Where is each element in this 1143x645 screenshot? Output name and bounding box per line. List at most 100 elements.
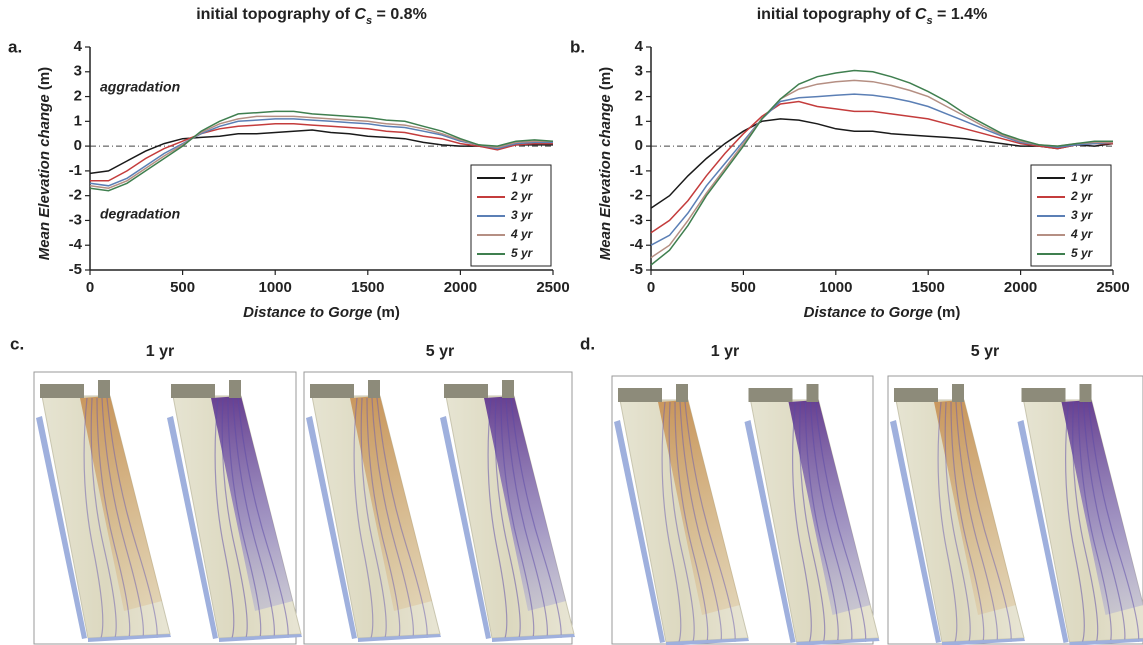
channel <box>227 397 262 639</box>
channel <box>360 397 387 639</box>
x-axis-label: Distance to Gorge (m) <box>804 304 961 321</box>
y-label-part: (m) <box>36 67 53 95</box>
gorge-wall <box>676 384 688 402</box>
base-edge <box>219 634 302 642</box>
series-line <box>90 123 553 182</box>
terrain-strip <box>36 380 171 642</box>
terrain-shadow <box>890 420 941 643</box>
sediment <box>350 396 432 611</box>
y-tick-label: 4 <box>74 38 83 55</box>
channel <box>937 401 958 643</box>
y-label-part: Mean Elevation change <box>597 94 614 260</box>
panel-caption: 5 yr <box>971 343 999 360</box>
base-edge <box>492 634 575 642</box>
y-tick-label: 4 <box>635 38 644 55</box>
gorge-wall <box>444 384 488 398</box>
sediment <box>211 396 293 611</box>
channel <box>371 397 414 639</box>
title-part: initial topography of <box>757 6 915 23</box>
x-tick-label: 500 <box>170 279 195 296</box>
gorge-wall <box>368 380 380 398</box>
base-edge <box>942 638 1025 645</box>
channel <box>237 397 289 639</box>
channel <box>799 401 826 643</box>
channel <box>944 401 971 643</box>
y-tick-label: -5 <box>630 261 643 278</box>
channel <box>366 397 401 639</box>
terrain-shadow <box>744 420 796 643</box>
title-part: C <box>354 6 366 23</box>
gorge-wall <box>229 380 241 398</box>
terrain-strip <box>614 384 749 645</box>
y-tick-label: 2 <box>74 88 82 105</box>
channel <box>809 401 853 643</box>
legend-label: 4 yr <box>510 227 534 241</box>
x-label-part: Distance to Gorge <box>804 304 933 321</box>
x-label-part: (m) <box>933 304 961 321</box>
title-part: s <box>366 15 372 27</box>
title-part: s <box>926 15 932 27</box>
terrain-strip <box>440 380 575 642</box>
channel <box>96 397 131 639</box>
channel <box>487 397 508 639</box>
x-tick-label: 1500 <box>351 279 384 296</box>
panel-label: a. <box>8 37 22 56</box>
x-tick-label: 1000 <box>259 279 292 296</box>
terrain-shadow <box>614 420 665 643</box>
gorge-wall <box>1021 388 1066 402</box>
terrain-strip <box>890 384 1025 645</box>
x-tick-label: 2500 <box>1096 279 1129 296</box>
y-tick-label: 1 <box>635 112 643 129</box>
x-axis-label: Distance to Gorge (m) <box>243 304 400 321</box>
terrain-strip <box>167 380 302 642</box>
base-edge <box>358 634 441 642</box>
terrain-strip <box>306 380 441 642</box>
channel <box>814 401 867 643</box>
legend-label: 3 yr <box>511 208 534 222</box>
channel <box>510 397 562 639</box>
gorge-wall <box>310 384 354 398</box>
channel <box>353 397 374 639</box>
sediment <box>788 400 871 615</box>
x-tick-label: 2000 <box>1004 279 1037 296</box>
chart-title: initial topography of Cs = 1.4% <box>757 6 988 27</box>
gorge-wall <box>748 388 793 402</box>
gorge-wall <box>40 384 84 398</box>
x-tick-label: 0 <box>647 279 655 296</box>
channel <box>668 401 695 643</box>
channel <box>960 401 1012 643</box>
channel <box>684 401 736 643</box>
y-tick-label: 0 <box>635 137 643 154</box>
y-tick-label: 3 <box>74 63 82 80</box>
terrain-strip <box>1017 384 1143 645</box>
channel <box>661 401 682 643</box>
y-tick-label: -3 <box>69 211 82 228</box>
chart-title: initial topography of Cs = 0.8% <box>196 6 427 27</box>
y-tick-label: -2 <box>630 187 643 204</box>
y-tick-label: -1 <box>69 162 82 179</box>
legend-label: 1 yr <box>1071 170 1094 184</box>
panel-label: d. <box>580 334 595 353</box>
gorge-wall <box>806 384 819 402</box>
title-part: = 1.4% <box>933 6 988 23</box>
legend-label: 5 yr <box>511 246 534 260</box>
x-tick-label: 1500 <box>912 279 945 296</box>
channel <box>500 397 535 639</box>
channel <box>101 397 144 639</box>
y-tick-label: -4 <box>69 236 83 253</box>
terrain-shadow <box>440 416 491 639</box>
channel <box>679 401 722 643</box>
channel <box>232 397 275 639</box>
channel <box>1072 401 1099 643</box>
legend-label: 4 yr <box>1070 227 1094 241</box>
y-tick-label: 1 <box>74 112 82 129</box>
channel <box>1065 401 1085 643</box>
x-tick-label: 1000 <box>819 279 852 296</box>
y-axis-label: Mean Elevation change (m) <box>36 67 53 260</box>
gorge-wall <box>952 384 964 402</box>
channel <box>214 397 235 639</box>
y-label-part: (m) <box>597 67 614 95</box>
channel <box>792 401 812 643</box>
channel <box>221 397 248 639</box>
